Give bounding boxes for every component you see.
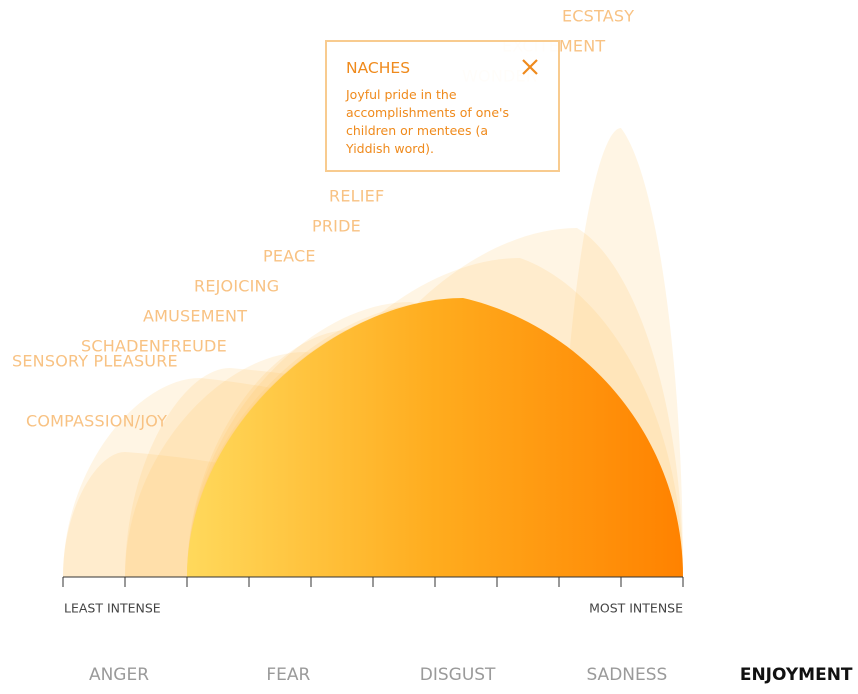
emotion-label: RELIEF <box>329 187 384 206</box>
emotion-label: COMPASSION/JOY <box>26 412 167 431</box>
emotion-label: SENSORY PLEASURE <box>12 352 178 371</box>
emotion-label: PRIDE <box>312 217 361 236</box>
emotion-label: REJOICING <box>194 277 279 296</box>
popup-description: Joyful pride in the accomplishments of o… <box>346 87 509 156</box>
emotion-label: AMUSEMENT <box>143 307 247 326</box>
nav-item[interactable]: FEAR <box>266 665 310 685</box>
nav-item[interactable]: ANGER <box>89 665 149 685</box>
ticks <box>62 577 684 587</box>
popup: NACHES Joyful pride in the accomplishmen… <box>325 40 560 172</box>
nav-item[interactable]: DISGUST <box>420 665 496 685</box>
popup-title: NACHES <box>346 59 411 77</box>
nav-item[interactable]: SADNESS <box>586 665 667 685</box>
emotion-shape <box>187 298 683 577</box>
emotion-label: PEACE <box>263 247 316 266</box>
most-intense: MOST INTENSE <box>589 601 683 616</box>
emotion-label: SCHADENFREUDE <box>81 337 227 356</box>
nav: ANGER FEAR DISGUST SADNESS ENJOYMENT <box>89 665 853 685</box>
emotion-label: ECSTASY <box>562 7 634 26</box>
nav-item[interactable]: ENJOYMENT <box>740 665 853 685</box>
shapes <box>63 128 683 577</box>
least-intense: LEAST INTENSE <box>64 601 161 616</box>
close-button[interactable] <box>520 57 540 77</box>
